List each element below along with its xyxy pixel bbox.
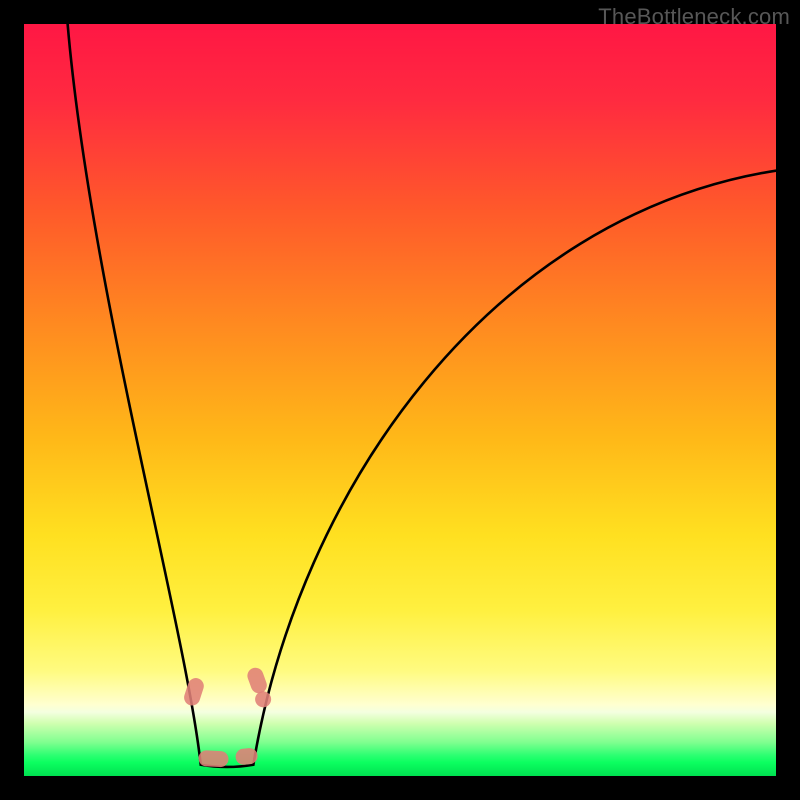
plot-background [24, 24, 776, 776]
watermark-text: TheBottleneck.com [598, 4, 790, 30]
chart-frame: TheBottleneck.com [0, 0, 800, 800]
marker-capsule [198, 750, 229, 768]
bottleneck-curve-plot [0, 0, 800, 800]
